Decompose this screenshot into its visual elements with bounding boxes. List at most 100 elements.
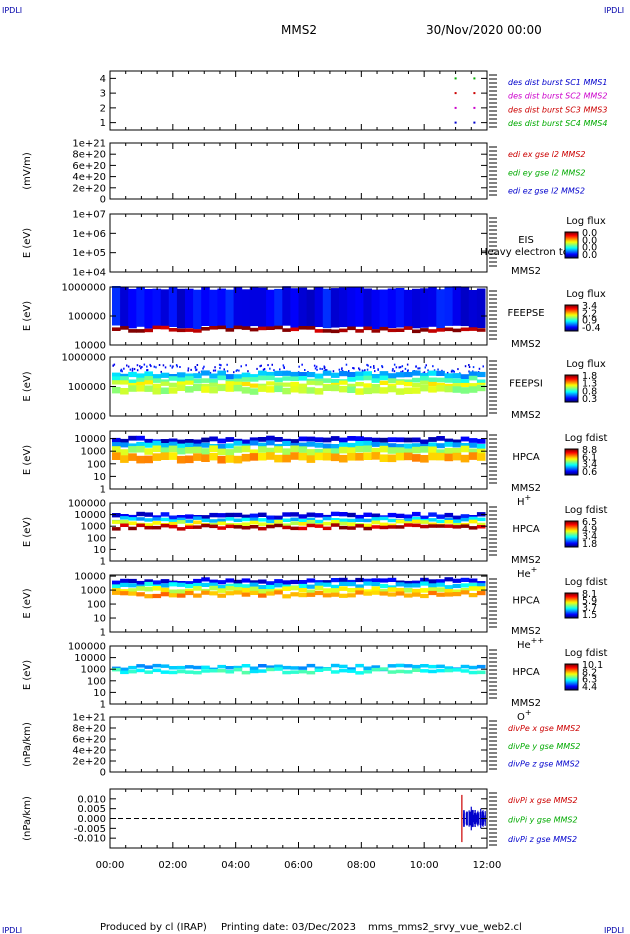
panel-frame (109, 70, 488, 131)
spectrogram-cell (146, 369, 149, 372)
colorbar-swatch (565, 463, 578, 465)
spectrogram-cell (403, 518, 413, 522)
spectrogram-cell (298, 372, 308, 378)
spectrogram-cell (258, 452, 267, 461)
spectrogram-cell (140, 367, 142, 370)
burst-mark (473, 106, 476, 109)
spectrogram-cell (363, 523, 372, 528)
y-tick-label: 1e+21 (72, 713, 106, 724)
spectrogram-cell (395, 328, 405, 332)
spectrogram-cell (195, 369, 197, 372)
spectrogram-cell (128, 453, 137, 461)
spectrogram-cell (112, 380, 121, 385)
spectrogram-cell (160, 512, 170, 517)
spectrogram-cell (241, 522, 251, 527)
colorbar-tick-label: 3.7 (582, 603, 597, 614)
spectrogram-cell (233, 512, 243, 518)
spectrogram-cell (468, 452, 478, 460)
colorbar-swatch (565, 523, 578, 525)
spectrogram-cell (112, 667, 121, 672)
spectrogram-cell (476, 328, 486, 332)
spectrogram-cell (273, 369, 275, 372)
spectrogram-cell (233, 525, 243, 529)
spectrogram-cell (395, 519, 405, 524)
spectrogram-cell (436, 582, 445, 587)
species-name: He (517, 640, 531, 651)
y-tick-label: 100 (87, 676, 106, 687)
spectrogram-cell (301, 363, 303, 366)
colorbar-swatch (565, 247, 578, 249)
spectrogram-cell (363, 375, 372, 381)
spectrogram-cell (306, 589, 316, 595)
spectrogram-cell (412, 511, 421, 517)
spectrogram-cell (262, 368, 265, 371)
spectrogram-cell (322, 588, 332, 593)
spectrogram-cell (136, 455, 145, 464)
spectrogram-cell (298, 287, 308, 328)
spectrogram-cell (201, 386, 210, 393)
spectrogram-cell (274, 385, 283, 393)
spectrogram-cell (152, 378, 162, 383)
spectrogram-cell (144, 518, 153, 522)
spectrogram-cell (314, 381, 324, 386)
spectrogram-cell (412, 370, 421, 376)
spectrogram-cell (120, 591, 129, 596)
spectrogram-cell (330, 511, 340, 517)
colorbar-swatch (565, 529, 578, 532)
spectrogram-cell (162, 364, 165, 367)
spectrogram-cell (112, 513, 121, 518)
spectrogram-cell (330, 372, 340, 378)
spectrogram-cell (444, 517, 454, 522)
spectrogram-cell (339, 512, 348, 517)
spectrogram-cell (314, 519, 324, 524)
spectrogram-cell (274, 370, 283, 376)
spectrogram-cell (185, 439, 194, 444)
spectrogram-cell (168, 438, 178, 444)
spectrogram-cell (468, 448, 478, 456)
spectrogram-cell (468, 371, 478, 377)
legend-entry: divPi y gse MMS2 (508, 816, 578, 825)
spectrogram-cell (225, 578, 235, 583)
spectrogram-cell (355, 375, 364, 381)
colorbar-swatch (565, 379, 578, 382)
panel-frame (109, 213, 488, 273)
spectrogram-cell (298, 583, 308, 589)
spectrogram-cell (185, 386, 194, 393)
spectrogram-cell (298, 522, 308, 526)
species-label: He++ (517, 636, 544, 651)
colorbar-swatch (565, 324, 578, 326)
spectrogram-cell (355, 584, 364, 589)
spectrogram-cell (225, 583, 235, 588)
spectrogram-cell (314, 590, 324, 596)
spectrogram-cell (395, 452, 405, 461)
colorbar-swatch (565, 673, 578, 676)
spectrogram-cell (217, 325, 226, 330)
spectrogram-cell (168, 445, 178, 453)
spectrogram-cell (290, 439, 299, 444)
spectrogram-cell (113, 363, 116, 366)
footer-filename: mms_mms2_srvy_vue_web2.cl (368, 922, 522, 933)
spectrogram-cell (339, 581, 348, 586)
spectrogram-cell (266, 515, 275, 520)
burst-mark (454, 92, 457, 95)
spectrogram-cell (355, 441, 364, 446)
spectrogram-cell (428, 579, 437, 584)
spectrogram-cell (217, 580, 226, 585)
spectrogram-cell (403, 521, 413, 525)
spectrogram-cell (256, 367, 258, 370)
spectrogram-cell (152, 325, 162, 330)
spectrogram-cell (274, 454, 283, 463)
spectrogram-cell (241, 326, 251, 330)
spectrogram-cell (176, 455, 186, 464)
spectrogram-cell (112, 590, 121, 595)
spectrogram-cell (326, 369, 328, 372)
colorbar-tick-label: 3.4 (582, 301, 597, 312)
spectrogram-cell (371, 520, 381, 525)
colorbar-swatch (565, 316, 578, 319)
spectrogram-cell (371, 586, 381, 591)
spectrogram-cell (417, 367, 419, 370)
spectrogram-cell (347, 669, 356, 673)
colorbar-swatch (565, 459, 578, 462)
spectrogram-cell (330, 578, 340, 583)
